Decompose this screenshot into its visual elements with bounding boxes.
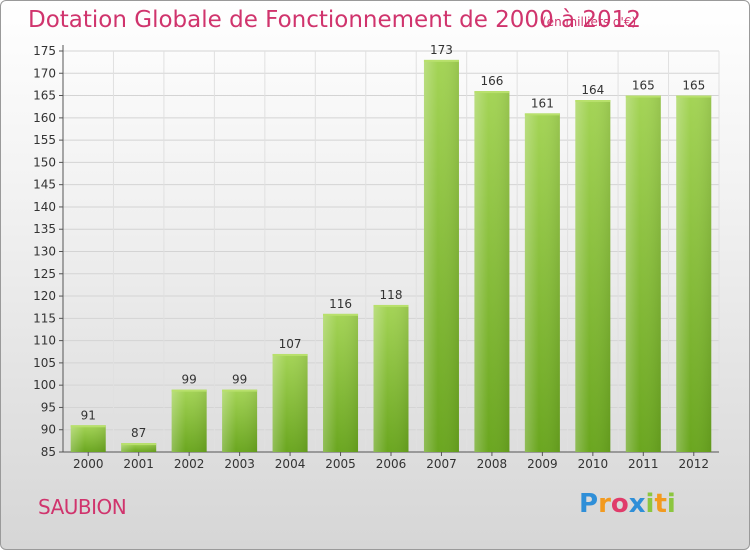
x-tick-label: 2008 (477, 457, 508, 471)
chart-title: Dotation Globale de Fonctionnement de 20… (28, 7, 641, 33)
data-label: 164 (581, 83, 604, 97)
logo-letter: r (598, 489, 611, 519)
y-tick-label: 165 (33, 89, 56, 103)
x-tick-label: 2002 (174, 457, 205, 471)
y-tick-label: 170 (33, 66, 56, 80)
y-tick-label: 125 (33, 267, 56, 281)
bar-top-edge (171, 389, 207, 392)
bar-top-edge (222, 389, 258, 392)
data-label: 107 (279, 337, 302, 351)
data-label: 99 (232, 373, 247, 387)
bar-shade (222, 389, 258, 452)
y-tick-label: 135 (33, 222, 56, 236)
bar-top-edge (524, 113, 560, 116)
logo-letter: o (610, 489, 629, 519)
bar-top-edge (272, 353, 308, 356)
y-tick-label: 85 (41, 445, 56, 459)
bar-top-edge (423, 59, 459, 62)
x-tick-label: 2003 (224, 457, 255, 471)
bar-shade (423, 59, 459, 453)
chart-unit-note: (en milliers d'€) (542, 15, 637, 29)
x-tick-label: 2009 (527, 457, 558, 471)
x-tick-label: 2010 (578, 457, 609, 471)
x-tick-label: 2007 (426, 457, 457, 471)
logo-letter: i (645, 489, 655, 519)
bar-shade (373, 304, 409, 452)
x-tick-label: 2000 (73, 457, 104, 471)
bar-shade (575, 100, 611, 452)
x-tick-label: 2004 (275, 457, 306, 471)
bar-top-edge (323, 313, 359, 316)
bar-shade (524, 113, 560, 452)
bar-shade (121, 443, 157, 452)
x-tick-label: 2005 (325, 457, 356, 471)
proxiti-logo: Proxiti (579, 489, 676, 523)
data-label: 116 (329, 297, 352, 311)
bar-top-edge (70, 425, 106, 428)
bar-shade (272, 353, 308, 452)
data-label: 165 (682, 79, 705, 93)
bar-top-edge (676, 95, 712, 98)
data-label: 165 (632, 79, 655, 93)
y-tick-label: 150 (33, 155, 56, 169)
y-tick-label: 120 (33, 289, 56, 303)
data-label: 173 (430, 43, 453, 57)
data-label: 91 (81, 408, 96, 422)
y-tick-label: 175 (33, 44, 56, 58)
y-tick-label: 105 (33, 356, 56, 370)
bar-shade (323, 313, 359, 452)
bar-shade (474, 91, 510, 452)
x-tick-label: 2001 (123, 457, 154, 471)
data-label: 87 (131, 426, 146, 440)
bar-shade (676, 95, 712, 453)
y-tick-label: 160 (33, 111, 56, 125)
commune-name: SAUBION (38, 495, 127, 519)
bar-shade (625, 95, 661, 453)
bar-top-edge (575, 100, 611, 103)
x-tick-label: 2006 (376, 457, 407, 471)
bar-top-edge (474, 91, 510, 94)
logo-letter: P (579, 489, 599, 519)
data-label: 118 (380, 288, 403, 302)
y-tick-label: 155 (33, 133, 56, 147)
logo-letter: x (628, 489, 646, 519)
y-tick-label: 95 (41, 400, 56, 414)
x-tick-label: 2011 (628, 457, 659, 471)
y-tick-label: 115 (33, 311, 56, 325)
y-tick-label: 100 (33, 378, 56, 392)
bar-top-edge (625, 95, 661, 98)
y-tick-label: 140 (33, 200, 56, 214)
bar-top-edge (121, 443, 157, 446)
bar-top-edge (373, 304, 409, 307)
bar-shade (171, 389, 207, 452)
logo-letter: t (654, 489, 667, 519)
x-tick-label: 2012 (678, 457, 709, 471)
y-tick-label: 145 (33, 178, 56, 192)
data-label: 161 (531, 96, 554, 110)
bar-shade (70, 425, 106, 452)
logo-letter: i (666, 489, 676, 519)
data-label: 99 (182, 373, 197, 387)
y-tick-label: 130 (33, 245, 56, 259)
y-tick-label: 90 (41, 423, 56, 437)
y-tick-label: 110 (33, 334, 56, 348)
data-label: 166 (480, 74, 503, 88)
